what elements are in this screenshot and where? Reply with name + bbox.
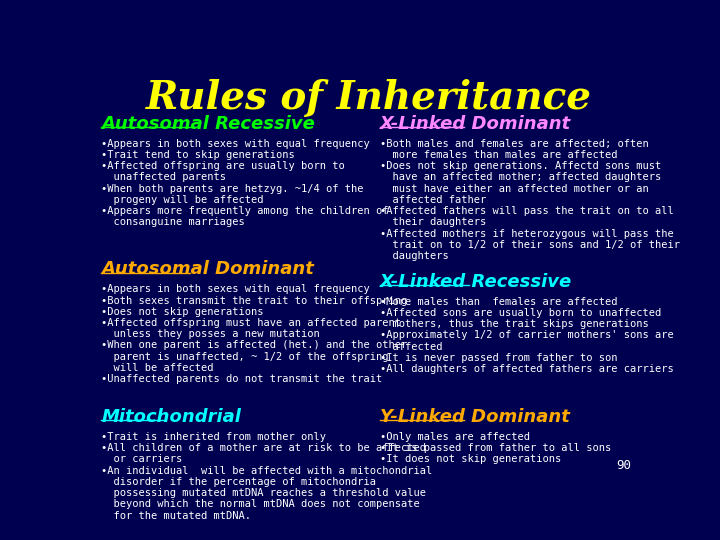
Text: Y-Linked Dominant: Y-Linked Dominant xyxy=(380,408,570,426)
Text: possessing mutated mtDNA reaches a threshold value: possessing mutated mtDNA reaches a thres… xyxy=(101,488,426,498)
Text: will be affected: will be affected xyxy=(101,363,214,373)
Text: •When both parents are hetzyg. ~1/4 of the: •When both parents are hetzyg. ~1/4 of t… xyxy=(101,184,364,194)
Text: •All daughters of affected fathers are carriers: •All daughters of affected fathers are c… xyxy=(380,364,674,374)
Text: for the mutated mtDNA.: for the mutated mtDNA. xyxy=(101,510,251,521)
Text: •An individual  will be affected with a mitochondrial: •An individual will be affected with a m… xyxy=(101,465,433,476)
Text: Rules of Inheritance: Rules of Inheritance xyxy=(146,79,592,117)
Text: progeny will be affected: progeny will be affected xyxy=(101,195,264,205)
Text: •Trait tend to skip generations: •Trait tend to skip generations xyxy=(101,150,295,160)
Text: X-Linked Dominant: X-Linked Dominant xyxy=(380,114,572,133)
Text: •Does not skip generations: •Does not skip generations xyxy=(101,307,264,317)
Text: •Approximately 1/2 of carrier mothers' sons are: •Approximately 1/2 of carrier mothers' s… xyxy=(380,330,674,341)
Text: •Both males and females are affected; often: •Both males and females are affected; of… xyxy=(380,139,649,149)
Text: daughters: daughters xyxy=(380,251,449,261)
Text: •Does not skip generations. Affectd sons must: •Does not skip generations. Affectd sons… xyxy=(380,161,662,171)
Text: •Affected offspring are usually born to: •Affected offspring are usually born to xyxy=(101,161,345,171)
Text: Autosomal Dominant: Autosomal Dominant xyxy=(101,260,314,278)
Text: disorder if the percentage of mitochondria: disorder if the percentage of mitochondr… xyxy=(101,477,376,487)
Text: •It is passed from father to all sons: •It is passed from father to all sons xyxy=(380,443,611,453)
Text: •Affected fathers will pass the trait on to all: •Affected fathers will pass the trait on… xyxy=(380,206,674,216)
Text: or carriers: or carriers xyxy=(101,454,182,464)
Text: •Affected offspring must have an affected parent: •Affected offspring must have an affecte… xyxy=(101,318,401,328)
Text: •All children of a mother are at risk to be affected: •All children of a mother are at risk to… xyxy=(101,443,426,453)
Text: affected: affected xyxy=(380,342,443,352)
Text: X-Linked Recessive: X-Linked Recessive xyxy=(380,273,572,291)
Text: trait on to 1/2 of their sons and 1/2 of their: trait on to 1/2 of their sons and 1/2 of… xyxy=(380,240,680,250)
Text: •It is never passed from father to son: •It is never passed from father to son xyxy=(380,353,618,363)
Text: parent is unaffected, ~ 1/2 of the offspring: parent is unaffected, ~ 1/2 of the offsp… xyxy=(101,352,389,362)
Text: •Appears in both sexes with equal frequency: •Appears in both sexes with equal freque… xyxy=(101,285,370,294)
Text: more females than males are affected: more females than males are affected xyxy=(380,150,618,160)
Text: •Trait is inherited from mother only: •Trait is inherited from mother only xyxy=(101,432,326,442)
Text: mothers, thus the trait skips generations: mothers, thus the trait skips generation… xyxy=(380,319,649,329)
Text: •When one parent is affected (het.) and the other: •When one parent is affected (het.) and … xyxy=(101,341,408,350)
Text: their daughters: their daughters xyxy=(380,218,487,227)
Text: •Both sexes transmit the trait to their offspring: •Both sexes transmit the trait to their … xyxy=(101,295,408,306)
Text: must have either an affected mother or an: must have either an affected mother or a… xyxy=(380,184,649,194)
Text: •More males than  females are affected: •More males than females are affected xyxy=(380,297,618,307)
Text: unaffected parents: unaffected parents xyxy=(101,172,226,183)
Text: Autosomal Recessive: Autosomal Recessive xyxy=(101,114,315,133)
Text: consanguine marriages: consanguine marriages xyxy=(101,218,245,227)
Text: •Affected sons are usually born to unaffected: •Affected sons are usually born to unaff… xyxy=(380,308,662,318)
Text: Mitochondrial: Mitochondrial xyxy=(101,408,241,426)
Text: beyond which the normal mtDNA does not compensate: beyond which the normal mtDNA does not c… xyxy=(101,500,420,509)
Text: •Only males are affected: •Only males are affected xyxy=(380,432,530,442)
Text: •Unaffected parents do not transmit the trait: •Unaffected parents do not transmit the … xyxy=(101,374,382,384)
Text: •Appears in both sexes with equal frequency: •Appears in both sexes with equal freque… xyxy=(101,139,370,149)
Text: unless they posses a new mutation: unless they posses a new mutation xyxy=(101,329,320,339)
Text: have an affected mother; affected daughters: have an affected mother; affected daught… xyxy=(380,172,662,183)
Text: •Appears more frequently among the children of: •Appears more frequently among the child… xyxy=(101,206,389,216)
Text: affected father: affected father xyxy=(380,195,487,205)
Text: 90: 90 xyxy=(616,460,631,472)
Text: •It does not skip generations: •It does not skip generations xyxy=(380,454,562,464)
Text: •Affected mothers if heterozygous will pass the: •Affected mothers if heterozygous will p… xyxy=(380,228,674,239)
